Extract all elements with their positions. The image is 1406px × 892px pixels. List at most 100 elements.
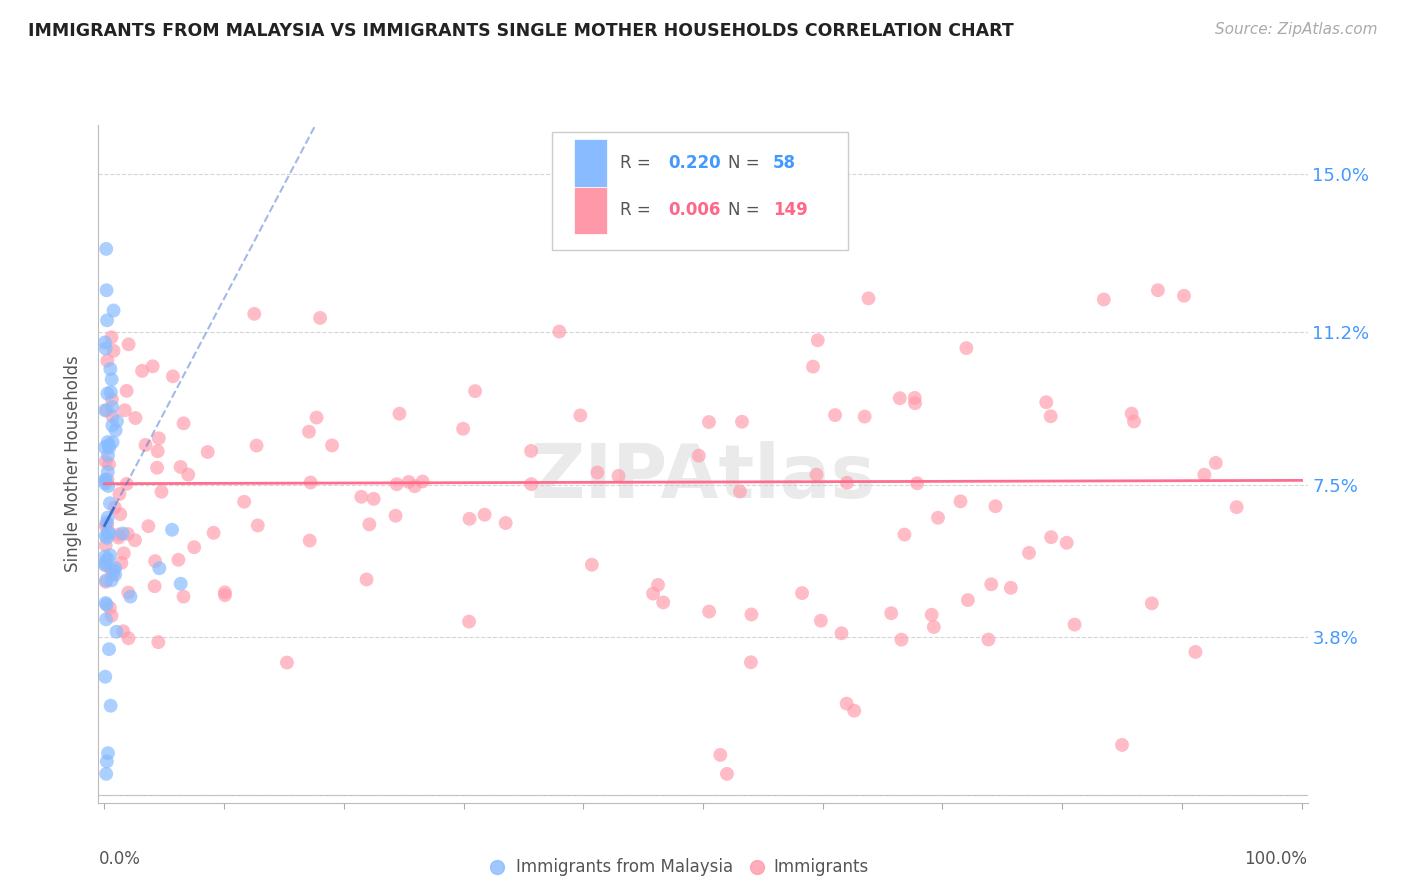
Point: [94, 476, 117, 491]
Point: [94, 335, 117, 350]
Point: [652, 595, 675, 609]
Point: [169, 460, 191, 475]
Point: [110, 507, 132, 521]
Point: [96, 472, 118, 486]
Point: [949, 494, 972, 508]
Point: [243, 307, 266, 321]
Point: [398, 475, 420, 489]
Point: [148, 635, 170, 649]
Point: [97, 465, 120, 479]
Point: [98, 496, 121, 510]
Point: [214, 588, 236, 602]
Text: Source: ZipAtlas.com: Source: ZipAtlas.com: [1215, 22, 1378, 37]
Point: [94, 558, 117, 572]
Point: [388, 407, 411, 421]
Point: [214, 585, 236, 599]
Point: [160, 523, 183, 537]
Point: [321, 438, 343, 452]
Point: [96, 598, 118, 612]
Point: [356, 573, 378, 587]
Point: [728, 484, 751, 499]
Point: [697, 415, 720, 429]
Point: [173, 590, 195, 604]
Point: [134, 438, 156, 452]
Point: [858, 292, 880, 306]
Point: [94, 342, 117, 356]
Point: [904, 391, 927, 405]
Point: [905, 476, 928, 491]
Point: [131, 364, 153, 378]
Point: [96, 558, 118, 573]
Point: [101, 400, 124, 414]
Point: [384, 508, 406, 523]
Point: [1140, 596, 1163, 610]
Point: [94, 596, 117, 610]
Point: [100, 608, 122, 623]
Point: [117, 585, 139, 599]
Point: [359, 517, 381, 532]
Point: [97, 525, 120, 540]
Point: [245, 439, 267, 453]
Point: [716, 767, 738, 781]
Point: [385, 477, 408, 491]
Point: [143, 579, 166, 593]
Point: [731, 415, 754, 429]
Point: [980, 577, 1002, 591]
Point: [824, 408, 846, 422]
Point: [143, 554, 166, 568]
Point: [100, 330, 122, 344]
Point: [94, 441, 117, 455]
Point: [142, 359, 165, 374]
Point: [115, 384, 138, 398]
Point: [98, 600, 121, 615]
Point: [117, 527, 139, 541]
Text: Immigrants from Malaysia: Immigrants from Malaysia: [516, 858, 733, 876]
Point: [835, 697, 858, 711]
Point: [97, 552, 120, 566]
Point: [101, 392, 124, 407]
Point: [100, 563, 122, 577]
Point: [94, 574, 117, 589]
Point: [790, 586, 813, 600]
Point: [177, 467, 200, 482]
Point: [1226, 500, 1249, 515]
Point: [105, 414, 128, 428]
Point: [688, 449, 710, 463]
Point: [197, 445, 219, 459]
Point: [96, 517, 118, 532]
Point: [581, 558, 603, 572]
Point: [641, 586, 664, 600]
Point: [101, 409, 124, 424]
Point: [740, 607, 762, 622]
Point: [801, 359, 824, 374]
Point: [114, 403, 136, 417]
Point: [202, 525, 225, 540]
Text: 0.220: 0.220: [668, 154, 720, 172]
Text: 0.0%: 0.0%: [98, 850, 141, 868]
Point: [880, 606, 903, 620]
Point: [98, 441, 121, 455]
Point: [104, 423, 127, 437]
Point: [97, 435, 120, 450]
Point: [548, 325, 571, 339]
Text: R =: R =: [620, 202, 655, 219]
Point: [104, 561, 127, 575]
Point: [956, 593, 979, 607]
Point: [167, 553, 190, 567]
Point: [1111, 738, 1133, 752]
Point: [101, 418, 124, 433]
Point: [96, 755, 118, 769]
Point: [520, 444, 543, 458]
Point: [1039, 409, 1062, 424]
Point: [101, 435, 124, 450]
Text: IMMIGRANTS FROM MALAYSIA VS IMMIGRANTS SINGLE MOTHER HOUSEHOLDS CORRELATION CHAR: IMMIGRANTS FROM MALAYSIA VS IMMIGRANTS S…: [28, 22, 1014, 40]
Point: [835, 475, 858, 490]
Point: [115, 476, 138, 491]
Point: [740, 655, 762, 669]
Point: [1056, 535, 1078, 549]
Point: [1194, 467, 1216, 482]
Point: [1205, 456, 1227, 470]
Point: [1063, 617, 1085, 632]
Point: [101, 566, 124, 581]
Point: [569, 409, 592, 423]
